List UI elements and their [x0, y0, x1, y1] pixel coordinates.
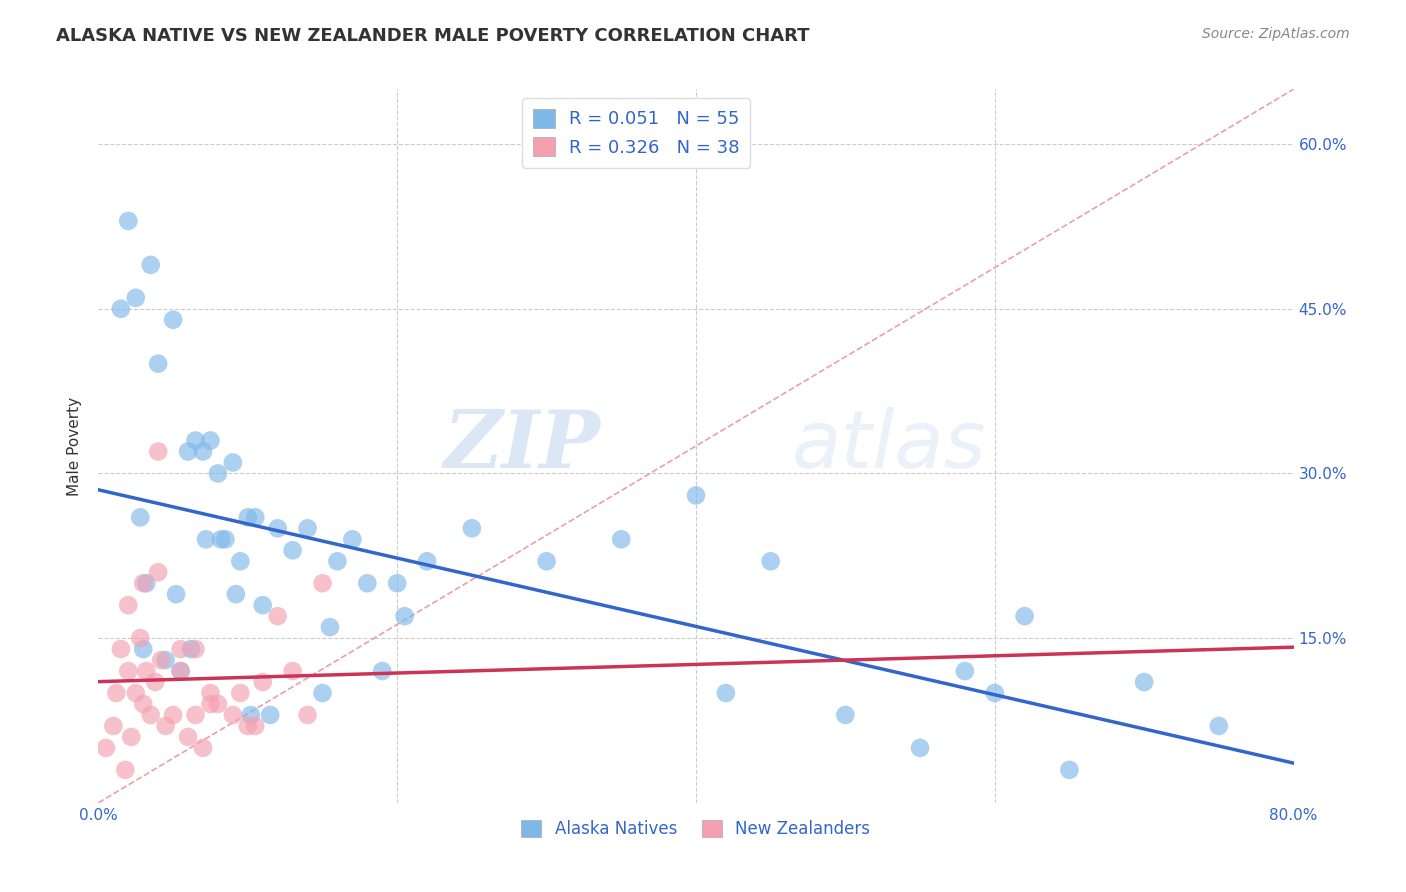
Text: Source: ZipAtlas.com: Source: ZipAtlas.com: [1202, 27, 1350, 41]
Point: [207, 467, 229, 481]
Point: [114, 763, 136, 777]
Point: [252, 675, 274, 690]
Point: [139, 708, 162, 723]
Point: [162, 708, 184, 723]
Point: [132, 576, 155, 591]
Point: [326, 554, 349, 568]
Point: [110, 301, 132, 316]
Point: [117, 598, 139, 612]
Point: [319, 620, 342, 634]
Point: [371, 664, 394, 678]
Point: [536, 554, 558, 568]
Point: [953, 664, 976, 678]
Point: [1133, 675, 1156, 690]
Point: [139, 258, 162, 272]
Point: [132, 642, 155, 657]
Point: [281, 664, 304, 678]
Legend: Alaska Natives, New Zealanders: Alaska Natives, New Zealanders: [515, 813, 877, 845]
Point: [125, 291, 148, 305]
Point: [117, 214, 139, 228]
Point: [1208, 719, 1230, 733]
Point: [416, 554, 439, 568]
Point: [184, 642, 207, 657]
Point: [394, 609, 416, 624]
Point: [834, 708, 856, 723]
Point: [685, 488, 707, 502]
Point: [356, 576, 378, 591]
Point: [984, 686, 1007, 700]
Point: [120, 730, 142, 744]
Point: [191, 444, 214, 458]
Text: ALASKA NATIVE VS NEW ZEALANDER MALE POVERTY CORRELATION CHART: ALASKA NATIVE VS NEW ZEALANDER MALE POVE…: [56, 27, 810, 45]
Point: [200, 434, 222, 448]
Point: [143, 675, 166, 690]
Point: [200, 697, 222, 711]
Point: [148, 357, 170, 371]
Point: [1059, 763, 1081, 777]
Point: [342, 533, 364, 547]
Point: [229, 554, 252, 568]
Point: [281, 543, 304, 558]
Y-axis label: Male Poverty: Male Poverty: [67, 396, 83, 496]
Point: [129, 631, 152, 645]
Text: ZIP: ZIP: [443, 408, 600, 484]
Point: [225, 587, 247, 601]
Point: [207, 697, 229, 711]
Point: [184, 708, 207, 723]
Point: [236, 510, 259, 524]
Point: [169, 642, 191, 657]
Point: [245, 510, 267, 524]
Point: [129, 510, 152, 524]
Point: [297, 708, 319, 723]
Point: [132, 697, 155, 711]
Point: [155, 653, 177, 667]
Point: [1014, 609, 1036, 624]
Point: [117, 664, 139, 678]
Point: [103, 719, 125, 733]
Point: [180, 642, 202, 657]
Point: [150, 653, 173, 667]
Point: [165, 587, 187, 601]
Point: [125, 686, 148, 700]
Point: [214, 533, 236, 547]
Point: [311, 576, 333, 591]
Point: [162, 312, 184, 326]
Point: [267, 609, 290, 624]
Point: [714, 686, 737, 700]
Point: [110, 642, 132, 657]
Point: [135, 576, 157, 591]
Point: [245, 719, 267, 733]
Point: [239, 708, 262, 723]
Point: [908, 740, 931, 755]
Point: [135, 664, 157, 678]
Point: [177, 730, 200, 744]
Point: [177, 444, 200, 458]
Point: [610, 533, 633, 547]
Point: [311, 686, 333, 700]
Point: [229, 686, 252, 700]
Point: [252, 598, 274, 612]
Point: [222, 455, 245, 469]
Point: [297, 521, 319, 535]
Point: [759, 554, 782, 568]
Point: [191, 740, 214, 755]
Point: [169, 664, 191, 678]
Point: [169, 664, 191, 678]
Point: [236, 719, 259, 733]
Point: [148, 566, 170, 580]
Point: [195, 533, 218, 547]
Point: [155, 719, 177, 733]
Point: [105, 686, 128, 700]
Point: [461, 521, 484, 535]
Point: [209, 533, 232, 547]
Point: [385, 576, 409, 591]
Point: [184, 434, 207, 448]
Text: atlas: atlas: [792, 407, 987, 485]
Point: [148, 444, 170, 458]
Point: [267, 521, 290, 535]
Point: [200, 686, 222, 700]
Point: [94, 740, 117, 755]
Point: [222, 708, 245, 723]
Point: [259, 708, 281, 723]
